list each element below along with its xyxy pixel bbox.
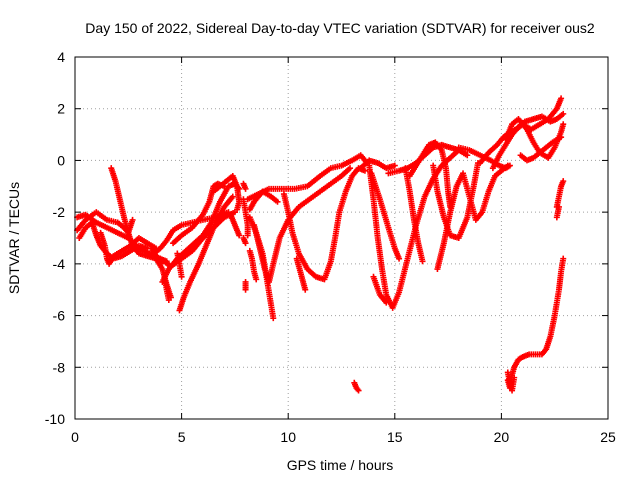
grid [75,57,608,419]
data-point-marker [396,255,403,262]
data-point-marker [560,255,567,262]
series-pass-g1 [504,255,567,391]
x-axis-label: GPS time / hours [287,457,394,473]
plot-frame [74,56,609,420]
data-point-marker [419,258,426,265]
data-point-marker [555,203,562,210]
x-tick-label: 25 [600,429,616,445]
data-point-marker [558,95,565,102]
series-pass-e4 [406,139,454,210]
series-pass-c1 [210,172,243,213]
data-point-marker [270,315,277,322]
y-tick-label: -2 [53,204,66,220]
series-pass-c5 [251,165,354,285]
series-pass-c6 [240,196,251,239]
x-tick-label: 0 [71,429,79,445]
series-pass-g4 [553,203,562,221]
series-pass-e2 [368,170,403,262]
data-point-marker [234,206,241,213]
y-tick-label: -6 [53,308,66,324]
series-pass-c4 [246,188,281,213]
data-point-marker [244,232,251,239]
data-point-marker [361,167,368,174]
series-pass-d5 [370,273,390,306]
series-pass-h7 [174,250,185,280]
data-point-marker [511,374,518,381]
data-point-marker [229,193,236,200]
series-pass-h8 [161,273,172,304]
data-point-marker [464,152,471,159]
data-point-marker [236,232,243,239]
x-tick-label: 10 [280,429,296,445]
data-point-marker [560,178,567,185]
series-pass-f5 [517,134,565,164]
axis-ticks: 0 5 10 15 20 25 -10 -8 -6 -4 -2 0 2 4 [45,49,616,445]
y-tick-label: 0 [57,152,65,168]
data-point-marker [129,216,136,223]
data-point-marker [558,134,565,141]
y-tick-label: -4 [53,256,66,272]
data-point-marker [347,165,354,172]
series-pass-f3 [489,110,567,172]
y-tick-label: -8 [53,359,66,375]
series-pass-h5 [246,247,260,283]
series-pass-g3 [553,178,567,210]
series-pass-h3 [240,235,249,247]
series-pass-h4 [240,180,249,192]
chart-title: Day 150 of 2022, Sidereal Day-to-day VTE… [85,20,595,36]
series-pass-e6 [434,162,511,273]
data-point-marker [242,240,249,247]
data-point-marker [560,110,567,117]
data-point-marker [355,387,362,394]
series-pass-h1 [351,379,362,394]
y-tick-label: 2 [57,101,65,117]
data-point-marker [242,185,249,192]
data-point-marker [560,121,567,128]
series-pass-d2 [293,255,309,293]
data-point-marker [506,162,513,169]
data-point-marker [253,276,260,283]
x-tick-label: 20 [494,429,510,445]
series-pass-g2 [504,369,518,394]
y-axis-label: SDTVAR / TECUs [6,182,22,294]
data-point-marker [157,260,164,267]
data-point-marker [242,286,249,293]
series-pass-d3 [357,157,398,172]
data-series [74,95,567,394]
series-pass-c2 [244,152,371,203]
y-tick-label: -10 [45,411,65,427]
data-point-marker [383,299,390,306]
series-pass-e3 [402,165,426,265]
data-point-marker [165,297,172,304]
series-pass-d4 [366,147,462,311]
y-tick-label: 4 [57,49,65,65]
data-point-marker [178,273,185,280]
series-pass-h6 [227,211,243,239]
x-tick-label: 15 [387,429,403,445]
series-pass-h9 [148,245,164,267]
x-tick-label: 5 [178,429,186,445]
series-pass-a4 [97,229,160,267]
series-pass-d1 [280,165,368,283]
series-pass-b4 [176,193,236,314]
series-pass-h2 [242,278,249,293]
data-point-marker [274,198,281,205]
data-point-marker [391,162,398,169]
data-point-marker [302,286,309,293]
